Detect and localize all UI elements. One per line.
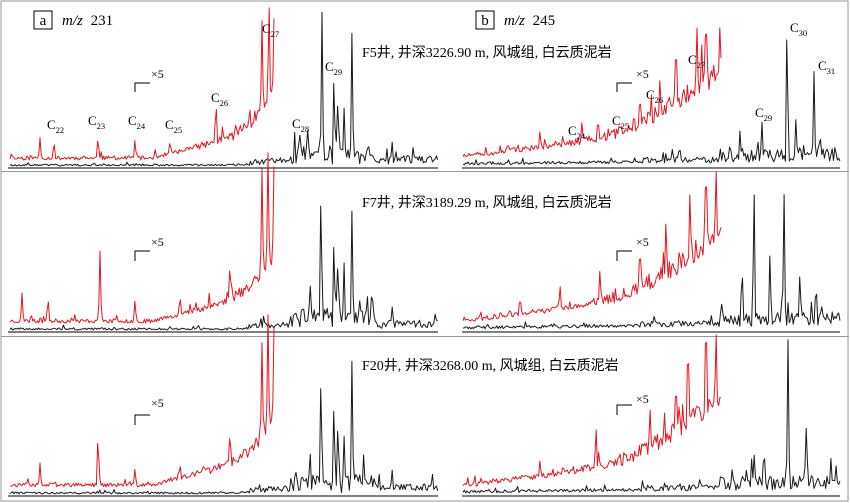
x5-label: ×5 xyxy=(151,67,164,81)
peak-label-a-c24: C24 xyxy=(128,113,146,131)
panel-a-letter: a xyxy=(40,13,47,29)
black-trace-a xyxy=(9,360,439,495)
peak-label-b-c29: C29 xyxy=(755,105,772,123)
red-trace-b xyxy=(462,27,722,157)
x5-bracket xyxy=(134,250,150,261)
x5-bracket xyxy=(134,414,150,425)
panel-a-letter-box xyxy=(33,10,53,30)
peak-label-b-c31: C31 xyxy=(818,58,835,76)
red-trace-b xyxy=(462,171,722,322)
sample-label-f20: F20井, 井深3268.00 m, 风城组, 白云质泥岩 xyxy=(362,358,619,374)
panel-b-letter-box xyxy=(475,10,495,30)
x5-marker-b1: ×5 xyxy=(616,67,649,92)
x5-bracket xyxy=(616,250,632,261)
panel-b-mz-value: 245 xyxy=(533,13,556,29)
black-trace-a xyxy=(9,11,439,167)
x5-label: ×5 xyxy=(636,235,649,249)
peak-label-a-c27: C27 xyxy=(262,21,279,39)
panel-a-mz-prefix: m/z xyxy=(62,13,83,29)
x5-label: ×5 xyxy=(151,396,164,410)
x5-marker-a3: ×5 xyxy=(134,396,164,425)
sample-label-f5: F5井, 井深3226.90 m, 风城组, 白云质泥岩 xyxy=(362,45,612,61)
peak-label-b-c26: C26 xyxy=(646,87,663,105)
x5-bracket xyxy=(616,82,632,92)
red-trace-b xyxy=(462,334,722,487)
x5-label: ×5 xyxy=(636,67,649,81)
peak-label-b-c30: C30 xyxy=(790,20,807,38)
peak-label-b-c27: C27 xyxy=(688,52,705,70)
red-trace-a xyxy=(9,7,275,161)
black-trace-b xyxy=(462,339,841,494)
panel-b-mz-prefix: m/z xyxy=(504,13,525,29)
black-trace-a xyxy=(9,205,438,331)
black-trace-b xyxy=(462,194,841,330)
x5-bracket xyxy=(616,404,632,415)
panel-a-mz: m/z 231 xyxy=(62,13,113,29)
baselines xyxy=(8,167,840,497)
red-trace-a xyxy=(9,314,275,488)
x5-bracket xyxy=(134,82,150,92)
peak-labels-b: C24 C25 C26 C27 C29 C30 C31 xyxy=(568,20,835,141)
sample-label-f7: F7井, 井深3189.29 m, 风城组, 白云质泥岩 xyxy=(362,195,612,211)
panel-b-mz: m/z 245 xyxy=(504,13,555,29)
peak-label-a-c29: C29 xyxy=(325,59,342,77)
traces xyxy=(9,7,841,495)
x5-label: ×5 xyxy=(151,235,164,249)
panel-a-mz-value: 231 xyxy=(91,13,114,29)
peak-labels-a: C22 C23 C24 C25 C26 C27 C28 C29 xyxy=(47,21,342,135)
peak-label-a-c26: C26 xyxy=(211,90,228,108)
peak-label-b-c24: C24 xyxy=(568,123,586,141)
x5-marker-a1: ×5 xyxy=(134,67,164,92)
x5-marker-a2: ×5 xyxy=(134,235,164,261)
panel-b-header: b m/z 245 xyxy=(475,10,555,30)
peak-label-a-c25: C25 xyxy=(165,117,182,135)
peak-label-b-c25: C25 xyxy=(612,113,629,131)
peak-label-a-c22: C22 xyxy=(47,117,64,135)
red-trace-a xyxy=(9,152,275,324)
x5-marker-b2: ×5 xyxy=(616,235,649,261)
x5-marker-b3: ×5 xyxy=(616,392,649,415)
peak-label-a-c23: C23 xyxy=(88,113,105,131)
panel-a-header: a m/z 231 xyxy=(33,10,113,30)
black-trace-b xyxy=(462,39,841,166)
x5-label: ×5 xyxy=(636,392,649,406)
peak-label-a-c28: C28 xyxy=(292,116,309,134)
panel-b-letter: b xyxy=(481,13,489,29)
